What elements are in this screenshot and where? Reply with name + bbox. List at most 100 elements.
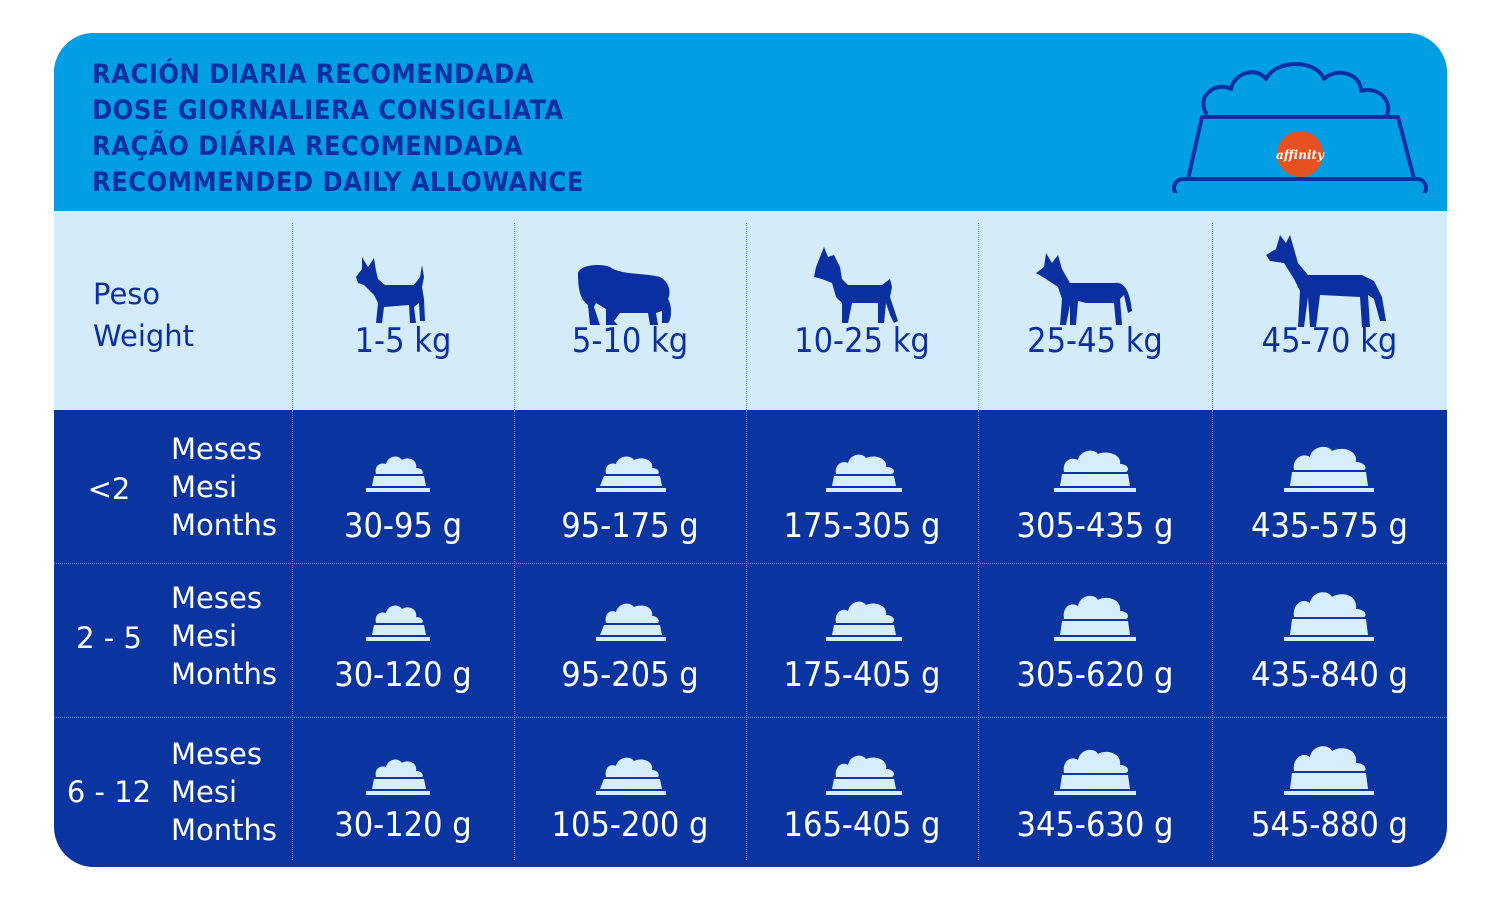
column-divider	[1212, 410, 1213, 860]
food-bowl-icon	[366, 605, 430, 641]
amount-cell: 30-95 g	[292, 410, 514, 563]
column-divider	[1212, 223, 1213, 410]
food-bowl-icon	[1284, 446, 1374, 492]
amount-value: 30-120 g	[334, 805, 472, 845]
amount-cell: 305-435 g	[978, 410, 1212, 563]
weight-column-3: 10-25 kg	[746, 211, 978, 410]
column-divider	[292, 223, 293, 410]
amount-cell: 165-405 g	[746, 717, 978, 867]
weight-column-1: 1-5 kg	[292, 211, 514, 410]
amount-value: 165-405 g	[783, 805, 941, 845]
amount-cell: 95-175 g	[514, 410, 746, 563]
amount-value: 345-630 g	[1016, 805, 1174, 845]
amount-cell: 345-630 g	[978, 717, 1212, 867]
age-range: 2 - 5	[76, 621, 142, 655]
age-unit-en: Months	[171, 813, 278, 847]
age-unit-label: Meses Mesi Months	[171, 430, 277, 544]
column-divider	[514, 223, 515, 410]
age-unit-en: Months	[171, 508, 278, 542]
amount-cell: 95-205 g	[514, 563, 746, 717]
amount-cell: 545-880 g	[1212, 717, 1447, 867]
weight-label: Peso Weight	[93, 273, 194, 357]
amount-cell: 175-305 g	[746, 410, 978, 563]
amount-value: 30-95 g	[343, 506, 462, 546]
food-bowl-icon	[1284, 746, 1374, 795]
food-bowl-icon	[1054, 450, 1136, 492]
food-bowl-icon	[826, 755, 902, 795]
small-dog-icon	[356, 257, 425, 323]
column-divider	[514, 410, 515, 860]
food-bowl-icon	[826, 601, 902, 641]
food-bowl-icon	[1054, 595, 1136, 641]
weight-range-4: 25-45 kg	[1027, 321, 1163, 361]
column-divider	[978, 223, 979, 410]
amount-value: 435-575 g	[1251, 506, 1408, 546]
amount-cell: 435-840 g	[1212, 563, 1447, 717]
weight-range-1: 1-5 kg	[354, 321, 452, 361]
age-row-1: <2 Meses Mesi Months 30-95 g 95-175 g 17…	[54, 410, 1447, 563]
age-unit-it: Mesi	[171, 619, 238, 653]
amount-value: 435-840 g	[1251, 655, 1408, 695]
logo-badge	[1277, 131, 1323, 177]
weight-range-3: 10-25 kg	[794, 321, 930, 361]
bulldog-icon	[578, 265, 671, 325]
amount-cell: 30-120 g	[292, 717, 514, 867]
row-divider	[54, 717, 1447, 718]
husky-dog-icon	[1036, 253, 1132, 325]
weight-header-row: Peso Weight 1-5 kg 5-10 kg 10-25 kg	[54, 211, 1447, 410]
large-dog-icon	[1266, 235, 1386, 327]
title-line-pt: RAÇÃO DIÁRIA RECOMENDADA	[92, 131, 524, 162]
title-line-en: RECOMMENDED DAILY ALLOWANCE	[92, 167, 584, 198]
age-row-3: 6 - 12 Meses Mesi Months 30-120 g 105-20…	[54, 717, 1447, 867]
feeding-guide-card: RACIÓN DIARIA RECOMENDADA DOSE GIORNALIE…	[54, 33, 1447, 867]
age-range: 6 - 12	[66, 775, 152, 809]
column-divider	[978, 410, 979, 860]
amount-value: 105-200 g	[551, 805, 709, 845]
amount-value: 175-405 g	[783, 655, 941, 695]
food-bowl-icon	[1284, 592, 1374, 641]
age-unit-es: Meses	[171, 737, 262, 771]
age-row-2: 2 - 5 Meses Mesi Months 30-120 g 95-205 …	[54, 563, 1447, 717]
age-unit-it: Mesi	[171, 775, 238, 809]
column-divider	[746, 410, 747, 860]
amount-value: 175-305 g	[783, 506, 941, 546]
amount-cell: 305-620 g	[978, 563, 1212, 717]
amount-value: 95-205 g	[561, 655, 699, 695]
weight-column-4: 25-45 kg	[978, 211, 1212, 410]
amount-cell: 30-120 g	[292, 563, 514, 717]
food-bowl-icon	[1054, 749, 1136, 795]
boxer-dog-icon	[814, 247, 898, 323]
food-bowl-icon	[596, 757, 666, 795]
age-unit-es: Meses	[171, 432, 262, 466]
affinity-bowl-logo: affinity	[1172, 62, 1428, 193]
amount-value: 305-435 g	[1016, 506, 1174, 546]
amount-value: 545-880 g	[1251, 805, 1408, 845]
weight-label-es: Peso	[93, 277, 161, 311]
weight-column-5: 45-70 kg	[1212, 211, 1447, 410]
amount-cell: 105-200 g	[514, 717, 746, 867]
amount-value: 305-620 g	[1016, 655, 1174, 695]
food-bowl-icon	[366, 456, 430, 492]
food-bowl-icon	[596, 603, 666, 641]
food-bowl-icon	[826, 454, 902, 492]
weight-range-5: 45-70 kg	[1261, 321, 1398, 361]
age-unit-label: Meses Mesi Months	[171, 735, 277, 849]
title-lines: RACIÓN DIARIA RECOMENDADA DOSE GIORNALIE…	[92, 57, 584, 201]
age-unit-it: Mesi	[171, 470, 238, 504]
age-unit-en: Months	[171, 657, 278, 691]
amount-cell: 435-575 g	[1212, 410, 1447, 563]
weight-column-2: 5-10 kg	[514, 211, 746, 410]
column-divider	[292, 410, 293, 860]
amount-value: 30-120 g	[334, 655, 472, 695]
food-bowl-icon	[366, 759, 430, 795]
age-unit-label: Meses Mesi Months	[171, 579, 277, 693]
column-divider	[746, 223, 747, 410]
age-range: <2	[87, 472, 131, 506]
amount-cell: 175-405 g	[746, 563, 978, 717]
age-unit-es: Meses	[171, 581, 262, 615]
title-band: RACIÓN DIARIA RECOMENDADA DOSE GIORNALIE…	[54, 33, 1447, 211]
row-divider	[54, 563, 1447, 564]
weight-range-2: 5-10 kg	[571, 321, 689, 361]
title-line-es: RACIÓN DIARIA RECOMENDADA	[92, 59, 535, 90]
weight-label-en: Weight	[93, 319, 195, 353]
